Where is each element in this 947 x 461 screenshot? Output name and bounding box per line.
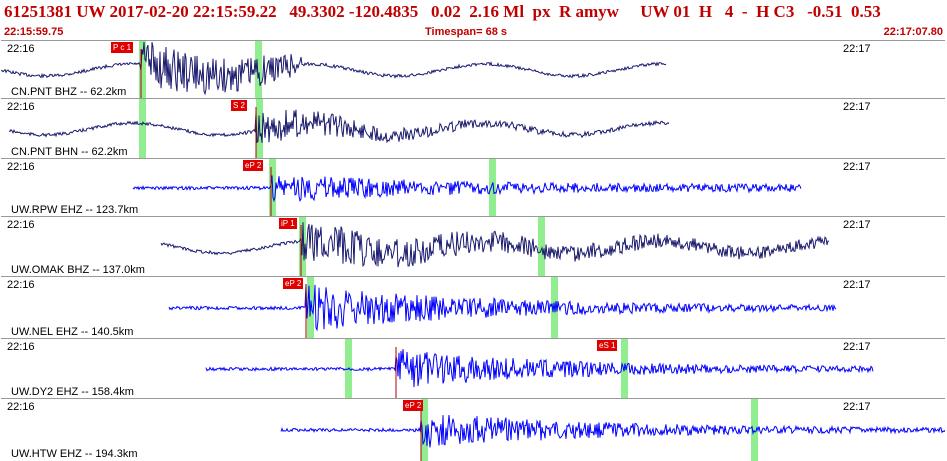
time-label-right: 22:17 xyxy=(843,43,871,55)
station-label: UW.NEL EHZ -- 140.5km xyxy=(11,326,134,338)
station-label: CN.PNT BHZ -- 62.2km xyxy=(11,86,127,98)
pick-window-marker xyxy=(255,41,262,99)
trace-line xyxy=(160,222,830,268)
time-label-left: 22:16 xyxy=(7,279,35,291)
phase-pick-label[interactable]: eS 1 xyxy=(597,340,618,351)
time-label-right: 22:17 xyxy=(843,161,871,173)
phase-pick-label[interactable]: S 2 xyxy=(231,100,248,111)
station-label: UW.OMAK BHZ -- 137.0km xyxy=(11,264,145,276)
waveform xyxy=(160,217,830,277)
waveform xyxy=(280,399,945,461)
phase-pick-label[interactable]: iP 1 xyxy=(279,218,297,229)
time-label-left: 22:16 xyxy=(7,101,35,113)
event-title: 61251381 UW 2017-02-20 22:15:59.22 49.33… xyxy=(4,2,881,21)
time-label-right: 22:17 xyxy=(843,279,871,291)
trace-line xyxy=(168,283,837,332)
trace-panel[interactable]: eP 2 22:16 22:17 UW.NEL EHZ -- 140.5km xyxy=(1,276,945,339)
trace-line xyxy=(132,175,802,203)
pick-window-marker xyxy=(139,41,146,99)
station-label: UW.HTW EHZ -- 194.3km xyxy=(11,448,138,460)
time-label-left: 22:16 xyxy=(7,401,35,413)
time-label-right: 22:17 xyxy=(843,101,871,113)
station-label: CN.PNT BHN -- 62.2km xyxy=(11,146,128,158)
waveform xyxy=(205,339,874,399)
time-label-right: 22:17 xyxy=(843,219,871,231)
trace-panel[interactable]: eS 1 22:16 22:17 UW.DY2 EHZ -- 158.4km xyxy=(1,338,945,399)
time-label-right: 22:17 xyxy=(843,401,871,413)
trace-panel[interactable]: S 2 22:16 22:17 CN.PNT BHN -- 62.2km xyxy=(1,98,945,159)
time-label-right: 22:17 xyxy=(843,341,871,353)
pick-window-marker xyxy=(751,399,758,461)
station-label: UW.DY2 EHZ -- 158.4km xyxy=(11,386,134,398)
time-label-left: 22:16 xyxy=(7,219,35,231)
pick-window-marker xyxy=(421,399,428,461)
waveform xyxy=(168,277,837,339)
time-label-left: 22:16 xyxy=(7,43,35,55)
trace-panel[interactable]: eP 2 22:16 22:17 UW.HTW EHZ -- 194.3km xyxy=(1,398,945,461)
pick-window-marker xyxy=(538,217,545,277)
end-time: 22:17:07.80 xyxy=(883,26,943,38)
trace-panel[interactable]: P c 1 22:16 22:17 CN.PNT BHZ -- 62.2km xyxy=(1,40,945,99)
trace-panel[interactable]: eP 2 22:16 22:17 UW.RPW EHZ -- 123.7km xyxy=(1,158,945,217)
pick-window-marker xyxy=(139,99,146,159)
phase-pick-label[interactable]: eP 2 xyxy=(243,160,264,171)
waveform xyxy=(132,159,802,217)
trace-line xyxy=(8,109,670,144)
phase-pick-label[interactable]: P c 1 xyxy=(111,42,134,53)
phase-pick-label[interactable]: eP 2 xyxy=(283,278,304,289)
trace-line xyxy=(205,349,874,388)
trace-line xyxy=(1,41,667,96)
phase-pick-label[interactable]: eP 2 xyxy=(403,400,424,411)
trace-panel[interactable]: iP 1 22:16 22:17 UW.OMAK BHZ -- 137.0km xyxy=(1,216,945,277)
start-time: 22:15:59.75 xyxy=(4,26,64,38)
time-label-left: 22:16 xyxy=(7,161,35,173)
timespan: Timespan= 68 s xyxy=(425,26,508,38)
station-label: UW.RPW EHZ -- 123.7km xyxy=(11,204,139,216)
time-label-left: 22:16 xyxy=(7,341,35,353)
waveform xyxy=(1,41,667,99)
pick-window-marker xyxy=(489,159,496,217)
header: 61251381 UW 2017-02-20 22:15:59.22 49.33… xyxy=(0,0,947,40)
trace-line xyxy=(280,415,945,448)
waveform xyxy=(8,99,670,159)
